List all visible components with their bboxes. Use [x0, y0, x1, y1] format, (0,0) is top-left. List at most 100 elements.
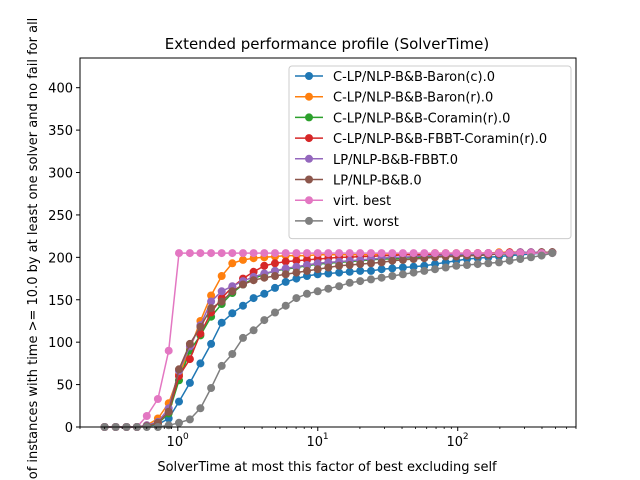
data-point: [495, 249, 503, 258]
y-tick-label: 50: [56, 379, 73, 394]
data-point: [398, 263, 407, 272]
data-point: [377, 273, 386, 282]
data-point: [271, 249, 279, 258]
x-tick-label: 10: [167, 435, 184, 450]
y-tick-label: 0: [65, 421, 73, 436]
data-point: [335, 249, 344, 258]
data-point: [367, 266, 375, 275]
legend-marker: [305, 216, 313, 225]
data-point: [217, 287, 226, 296]
data-point: [516, 255, 525, 263]
data-point: [142, 412, 151, 420]
data-point: [217, 272, 226, 280]
data-point: [398, 270, 407, 279]
data-point: [463, 249, 471, 258]
legend-label: C-LP/NLP-B&B-Baron(r).0: [333, 91, 493, 106]
data-point: [271, 283, 279, 292]
data-point: [377, 249, 386, 258]
x-tick-exponent: 2: [463, 432, 469, 442]
data-point: [292, 268, 301, 277]
legend-marker: [305, 92, 313, 101]
data-point: [207, 291, 216, 300]
data-point: [281, 277, 290, 286]
data-point: [441, 249, 450, 258]
data-point: [239, 255, 247, 264]
data-point: [505, 249, 514, 258]
data-point: [292, 256, 301, 265]
y-axis-ticks: 0 50 100 150 200 250 300 350 400: [48, 82, 80, 436]
data-point: [260, 261, 269, 270]
data-point: [452, 261, 461, 270]
x-tick-label: 10: [307, 435, 324, 450]
data-point: [271, 272, 279, 280]
data-point: [217, 249, 226, 258]
data-point: [164, 346, 173, 355]
data-point: [153, 395, 162, 403]
data-point: [228, 249, 237, 258]
legend-label: virt. worst: [333, 215, 399, 230]
legend-marker: [305, 154, 313, 163]
x-axis-ticks: 10 0 10 1 10 2: [79, 427, 577, 450]
data-point: [484, 249, 493, 258]
data-point: [505, 256, 514, 265]
data-point: [196, 249, 205, 258]
x-tick-label: 10: [446, 435, 463, 450]
data-point: [398, 249, 407, 258]
data-point: [388, 272, 397, 280]
data-point: [356, 260, 365, 269]
data-point: [196, 322, 205, 331]
data-point: [345, 249, 354, 258]
data-point: [367, 259, 375, 268]
data-point: [516, 249, 525, 258]
data-point: [196, 404, 205, 413]
x-tick-exponent: 1: [323, 432, 329, 442]
axes-frame: [79, 57, 577, 428]
data-point: [185, 249, 194, 258]
axes-border: [79, 57, 577, 428]
data-point: [260, 289, 269, 298]
data-point: [271, 259, 279, 268]
data-point: [217, 361, 226, 370]
data-point: [398, 255, 407, 264]
data-point: [196, 359, 205, 368]
data-point: [537, 251, 546, 260]
data-point: [281, 264, 290, 273]
data-point: [281, 257, 290, 266]
data-point: [356, 266, 365, 275]
legend-box: [288, 65, 572, 240]
data-point: [377, 265, 386, 274]
data-point: [207, 249, 216, 258]
data-point: [495, 258, 503, 267]
data-point: [377, 258, 386, 267]
chart-title: Extended performance profile (SolverTime…: [165, 35, 490, 53]
data-point: [217, 318, 226, 327]
y-axis-label: # of instances with time >= 10.0 by at l…: [26, 18, 41, 480]
data-point: [409, 255, 418, 263]
data-point: [292, 249, 301, 258]
data-point: [324, 249, 333, 258]
data-point: [473, 249, 482, 258]
data-point: [367, 249, 375, 258]
data-point: [175, 418, 183, 427]
data-point: [548, 249, 557, 258]
data-point: [409, 268, 418, 277]
data-point: [420, 266, 429, 275]
data-point: [441, 263, 450, 272]
data-point: [345, 267, 354, 276]
data-point: [281, 301, 290, 310]
data-point: [324, 269, 333, 278]
data-point: [260, 249, 269, 258]
data-point: [249, 326, 258, 335]
plot-series-group: [100, 248, 557, 431]
data-point: [527, 253, 535, 262]
data-point: [228, 259, 237, 268]
data-point: [281, 249, 290, 258]
data-point: [303, 289, 311, 298]
data-point: [303, 266, 311, 275]
legend-label: C-LP/NLP-B&B-FBBT-Coramin(r).0: [333, 132, 547, 147]
data-point: [228, 309, 237, 318]
data-point: [239, 301, 247, 310]
data-point: [292, 262, 301, 271]
data-point: [409, 249, 418, 258]
